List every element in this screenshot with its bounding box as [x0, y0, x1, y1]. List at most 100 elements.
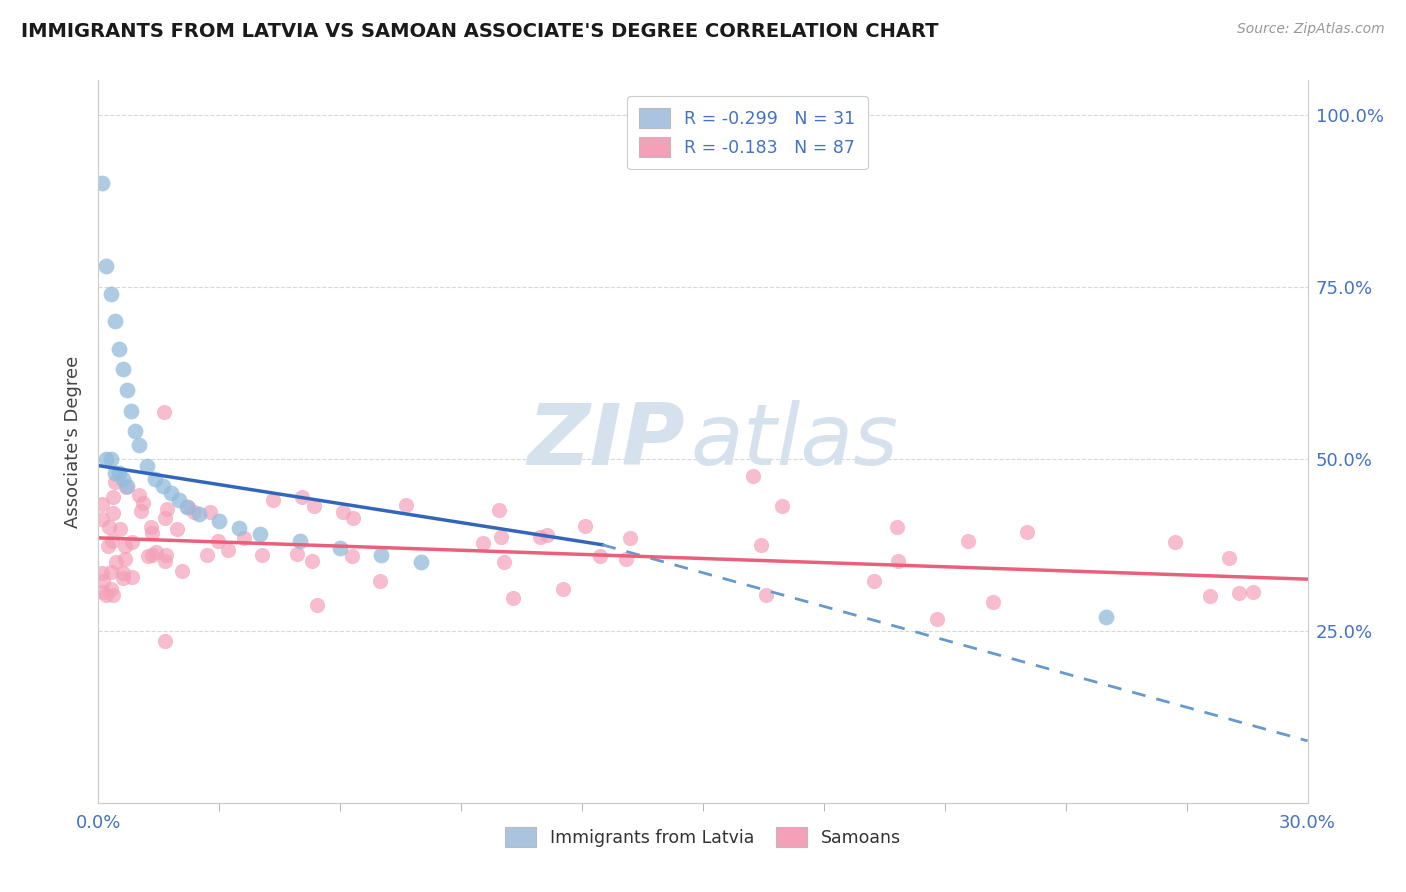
- Point: [262, 493, 284, 508]
- Point: [114, 552, 136, 566]
- Point: [160, 486, 183, 500]
- Point: [101, 490, 124, 504]
- Point: [100, 565, 122, 579]
- Point: [103, 475, 125, 489]
- Point: [128, 488, 150, 502]
- Point: [166, 522, 188, 536]
- Point: [529, 530, 551, 544]
- Point: [100, 451, 122, 466]
- Point: [1227, 586, 1250, 600]
- Point: [250, 548, 273, 562]
- Point: [551, 582, 574, 596]
- Point: [1198, 589, 1220, 603]
- Point: [91, 574, 114, 588]
- Point: [111, 362, 134, 376]
- Point: [614, 552, 637, 566]
- Point: [167, 493, 190, 508]
- Point: [139, 520, 162, 534]
- Point: [129, 504, 152, 518]
- Point: [155, 549, 177, 563]
- Point: [589, 549, 612, 563]
- Point: [502, 591, 524, 605]
- Point: [755, 588, 778, 602]
- Point: [492, 555, 515, 569]
- Text: Source: ZipAtlas.com: Source: ZipAtlas.com: [1237, 22, 1385, 37]
- Point: [156, 501, 179, 516]
- Point: [1218, 550, 1240, 565]
- Point: [956, 533, 979, 548]
- Text: ZIP: ZIP: [527, 400, 685, 483]
- Point: [291, 490, 314, 504]
- Point: [1095, 610, 1118, 624]
- Point: [103, 314, 125, 328]
- Point: [176, 500, 198, 514]
- Point: [925, 612, 948, 626]
- Point: [619, 531, 641, 545]
- Legend: Immigrants from Latvia, Samoans: Immigrants from Latvia, Samoans: [494, 814, 912, 859]
- Point: [101, 589, 124, 603]
- Point: [100, 286, 122, 301]
- Point: [472, 535, 495, 549]
- Point: [177, 500, 200, 515]
- Point: [170, 564, 193, 578]
- Point: [340, 549, 363, 564]
- Point: [115, 479, 138, 493]
- Point: [198, 505, 221, 519]
- Point: [120, 403, 142, 417]
- Point: [249, 527, 271, 541]
- Point: [208, 514, 231, 528]
- Point: [153, 553, 176, 567]
- Point: [107, 466, 129, 480]
- Point: [574, 519, 596, 533]
- Point: [301, 554, 323, 568]
- Point: [342, 511, 364, 525]
- Point: [770, 499, 793, 513]
- Point: [188, 507, 211, 521]
- Point: [114, 480, 136, 494]
- Point: [124, 424, 146, 438]
- Point: [111, 472, 134, 486]
- Point: [91, 584, 114, 599]
- Point: [96, 451, 118, 466]
- Point: [152, 405, 174, 419]
- Point: [1164, 535, 1187, 549]
- Point: [131, 495, 153, 509]
- Point: [96, 259, 118, 273]
- Point: [94, 588, 117, 602]
- Point: [114, 539, 136, 553]
- Point: [1015, 524, 1038, 539]
- Point: [1241, 585, 1264, 599]
- Point: [91, 177, 114, 191]
- Point: [100, 582, 122, 597]
- Text: atlas: atlas: [690, 400, 898, 483]
- Point: [121, 570, 143, 584]
- Point: [217, 543, 239, 558]
- Point: [153, 633, 176, 648]
- Point: [141, 548, 163, 562]
- Point: [305, 599, 328, 613]
- Point: [152, 479, 174, 493]
- Point: [741, 469, 763, 483]
- Point: [145, 544, 167, 558]
- Point: [332, 505, 354, 519]
- Point: [329, 541, 352, 556]
- Point: [536, 528, 558, 542]
- Point: [91, 497, 114, 511]
- Point: [121, 534, 143, 549]
- Point: [183, 505, 205, 519]
- Point: [91, 566, 114, 580]
- Point: [409, 555, 432, 569]
- Point: [103, 466, 125, 480]
- Point: [115, 383, 138, 397]
- Point: [108, 522, 131, 536]
- Point: [228, 520, 250, 534]
- Y-axis label: Associate's Degree: Associate's Degree: [63, 355, 82, 528]
- Point: [135, 458, 157, 473]
- Point: [285, 547, 308, 561]
- Point: [489, 530, 512, 544]
- Point: [103, 506, 125, 520]
- Point: [886, 519, 908, 533]
- Point: [233, 531, 256, 545]
- Point: [302, 499, 325, 513]
- Point: [104, 555, 127, 569]
